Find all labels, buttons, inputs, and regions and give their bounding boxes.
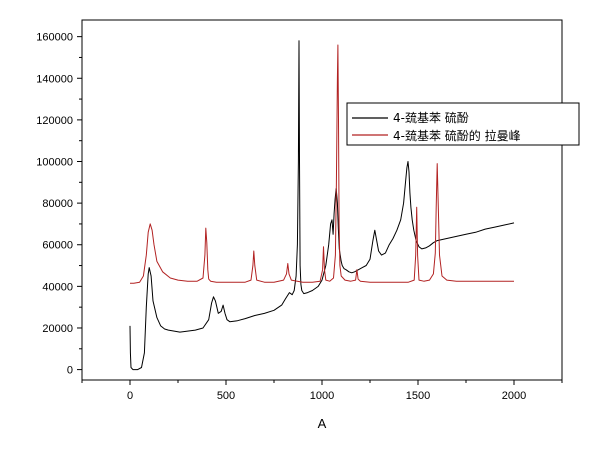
y-tick-label-6: 120000: [36, 115, 73, 127]
y-tick-label-7: 140000: [36, 73, 73, 85]
y-tick-label-1: 20000: [42, 323, 73, 335]
axis-ticks: 0 500 1000 1500 2000020000400006000080000100…: [36, 32, 563, 402]
x-tick-label-4: 2000: [502, 390, 526, 402]
y-tick-label-8: 160000: [36, 32, 73, 44]
y-tick-label-0: 0: [67, 365, 73, 377]
legend-box: [346, 102, 580, 146]
plot-frame: [81, 19, 563, 381]
y-tick-label-2: 40000: [42, 281, 73, 293]
x-axis-label: A: [318, 416, 327, 431]
series-line-1: [129, 40, 515, 371]
y-tick-label-5: 100000: [36, 157, 73, 169]
x-tick-label-1: 500: [217, 390, 235, 402]
y-tick-label-4: 80000: [42, 198, 73, 210]
x-tick-label-2: 1000: [310, 390, 334, 402]
legend-label-series-2: 4-巯基苯 硫酚的 拉曼峰: [393, 128, 521, 143]
x-tick-label-0: 0: [127, 390, 133, 402]
y-tick-label-3: 60000: [42, 240, 73, 252]
series-line-2: [130, 44, 514, 284]
legend: 4-巯基苯 硫酚 4-巯基苯 硫酚的 拉曼峰: [346, 102, 580, 146]
legend-label-series-1: 4-巯基苯 硫酚: [393, 110, 469, 125]
series-layer: [129, 40, 515, 371]
x-tick-label-3: 1500: [406, 390, 430, 402]
